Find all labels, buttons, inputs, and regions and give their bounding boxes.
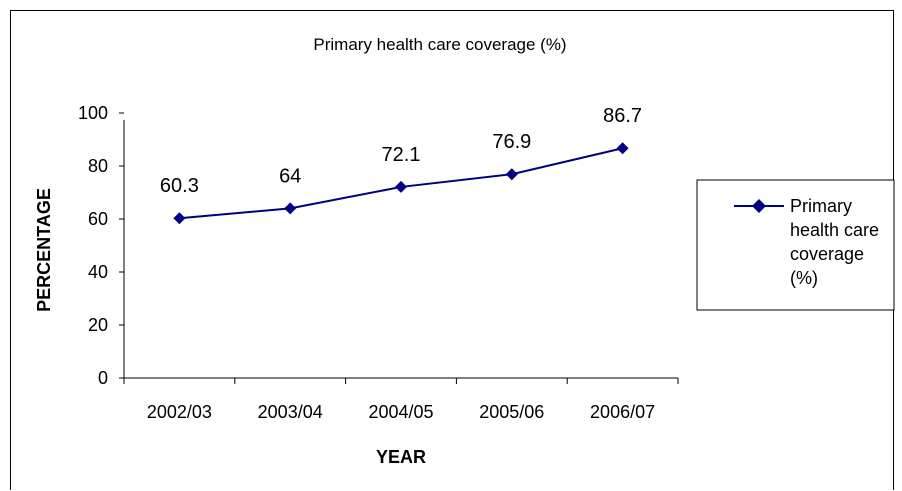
x-axis-title: YEAR (376, 447, 426, 467)
y-tick-label: 20 (88, 315, 108, 335)
data-label: 86.7 (603, 105, 642, 127)
legend-label-line-4: (%) (790, 268, 818, 288)
y-tick-label: 80 (88, 156, 108, 176)
legend-label-line-1: Primary (790, 196, 852, 216)
data-label: 76.9 (492, 131, 531, 153)
x-tick-label: 2005/06 (479, 402, 544, 422)
y-tick-label: 40 (88, 262, 108, 282)
legend-box (696, 179, 895, 311)
legend: Primary health care coverage (%) (696, 179, 895, 311)
legend-label-line-2: health care (790, 220, 879, 240)
x-ticks: 2002/03 2003/04 2004/05 2005/06 2006/07 (123, 378, 679, 422)
y-tick-label: 60 (88, 209, 108, 229)
x-tick-label: 2002/03 (147, 402, 212, 422)
y-tick-label: 100 (78, 103, 108, 123)
legend-label-line-3: coverage (790, 244, 864, 264)
data-point-marker (505, 168, 518, 181)
x-tick-label: 2004/05 (368, 402, 433, 422)
y-tick-label: 0 (98, 368, 108, 388)
data-label: 72.1 (382, 144, 421, 166)
series-primary-health-care-coverage: 60.3 64 72.1 76.9 86.7 (160, 105, 642, 225)
data-point-marker (173, 212, 186, 225)
chart-title: Primary health care coverage (%) (313, 35, 566, 54)
y-ticks: 0 20 40 60 80 100 (78, 103, 124, 388)
y-axis-title: PERCENTAGE (34, 188, 54, 312)
legend-marker-icon (752, 199, 766, 213)
data-label: 64 (279, 165, 301, 187)
x-tick-label: 2006/07 (590, 402, 655, 422)
data-point-marker (284, 202, 297, 215)
data-point-marker (616, 142, 629, 155)
x-tick-label: 2003/04 (258, 402, 323, 422)
data-label: 60.3 (160, 175, 199, 197)
data-point-marker (395, 180, 407, 193)
